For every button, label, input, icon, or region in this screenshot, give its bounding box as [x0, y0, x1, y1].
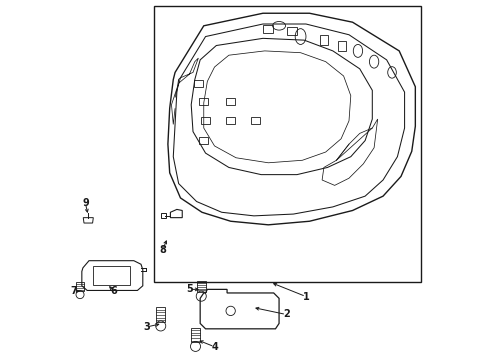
Text: 1: 1	[303, 292, 309, 302]
Bar	[251, 117, 260, 125]
Text: 8: 8	[159, 245, 166, 255]
Text: 3: 3	[143, 322, 150, 332]
Bar	[199, 137, 208, 144]
Bar	[263, 26, 273, 33]
Bar	[161, 213, 166, 219]
Text: 7: 7	[70, 286, 77, 296]
Bar	[76, 282, 84, 291]
Text: 4: 4	[211, 342, 218, 352]
Bar	[320, 35, 328, 45]
Bar	[196, 281, 206, 292]
Bar	[153, 6, 421, 282]
Bar	[226, 117, 235, 125]
Text: 6: 6	[111, 286, 118, 296]
Bar	[226, 98, 235, 105]
Bar	[338, 41, 346, 50]
Bar	[199, 98, 208, 105]
Text: 5: 5	[186, 284, 193, 294]
Text: 9: 9	[82, 198, 89, 208]
Bar	[191, 328, 200, 342]
Bar	[287, 27, 296, 35]
Bar	[156, 307, 166, 321]
Bar	[201, 117, 210, 125]
Bar	[194, 80, 203, 87]
Bar	[93, 266, 130, 285]
Text: 2: 2	[283, 310, 290, 319]
